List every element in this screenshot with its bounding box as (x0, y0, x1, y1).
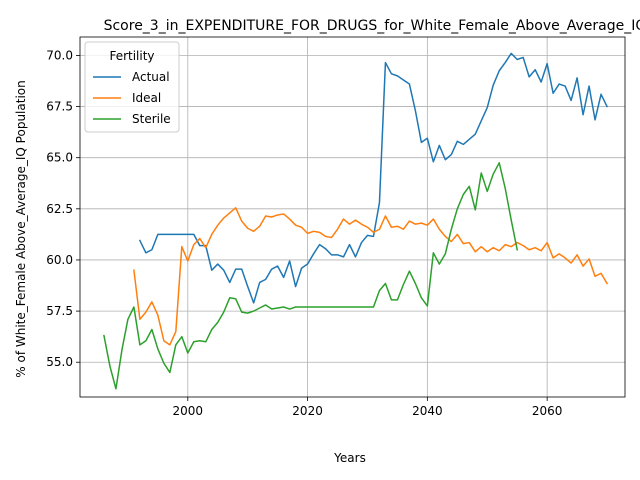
legend-title: Fertility (109, 49, 154, 63)
series-line-actual (138, 52, 609, 304)
series-lines (103, 52, 609, 390)
y-tick-label: 57.5 (46, 304, 73, 318)
y-tick-label: 65.0 (46, 151, 73, 165)
chart-title: Score_3_in_EXPENDITURE_FOR_DRUGS_for_Whi… (104, 18, 640, 34)
y-axis: 55.0 57.5 60.0 62.5 65.0 67.5 70.0 (46, 48, 80, 369)
x-tick-label: 2040 (412, 404, 443, 418)
y-axis-label: % of White_Female Above_Average_IQ Popul… (14, 80, 28, 377)
x-tick-label: 2020 (292, 404, 323, 418)
grid (80, 37, 625, 397)
x-axis: 2000 2020 2040 2060 (173, 397, 563, 418)
legend-label-sterile: Sterile (132, 112, 171, 126)
y-tick-label: 70.0 (46, 48, 73, 62)
series-line-ideal (133, 207, 609, 346)
y-tick-label: 62.5 (46, 202, 73, 216)
y-tick-label: 67.5 (46, 100, 73, 114)
y-tick-label: 55.0 (46, 355, 73, 369)
legend-label-ideal: Ideal (132, 91, 161, 105)
x-tick-label: 2000 (173, 404, 204, 418)
plot-area-border (79, 36, 626, 398)
x-tick-label: 2060 (532, 404, 563, 418)
axes-frame (79, 36, 626, 398)
y-tick-label: 60.0 (46, 253, 73, 267)
x-axis-label: Years (333, 451, 366, 465)
legend-label-actual: Actual (132, 70, 170, 84)
legend: Fertility Actual Ideal Sterile (84, 41, 180, 133)
legend-box (84, 41, 180, 133)
series-line-sterile (103, 162, 519, 390)
legend-entries: Actual Ideal Sterile (93, 70, 171, 126)
